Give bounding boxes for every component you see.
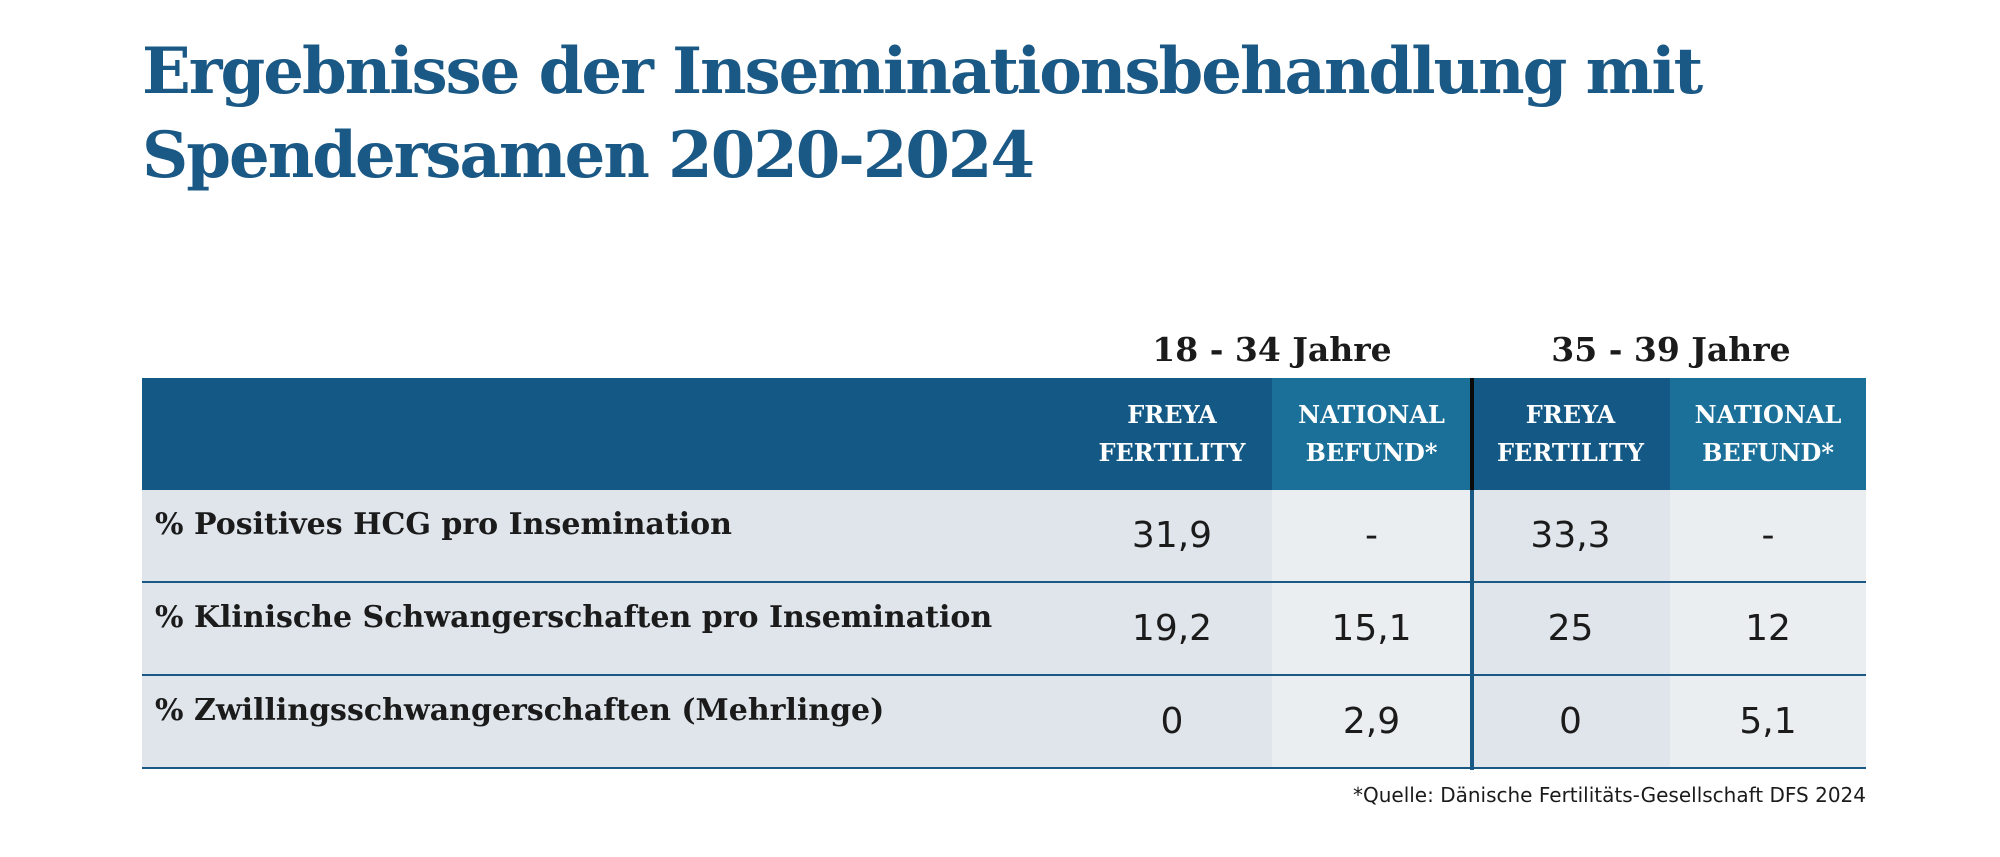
col-header-national-18-34: NATIONAL BEFUND* <box>1272 378 1471 490</box>
cell-value: 25 <box>1471 583 1670 674</box>
row-label-positive-hcg: % Positives HCG pro Insemination <box>155 507 732 542</box>
cell-value: - <box>1272 490 1471 581</box>
table-row: % Klinische Schwangerschaften pro Insemi… <box>142 583 1866 676</box>
age-group-divider <box>1470 378 1474 490</box>
page-title: Ergebnisse der Inseminationsbehandlung m… <box>142 34 1703 193</box>
age-group-35-39: 35 - 39 Jahre <box>1551 330 1791 369</box>
cell-value: 15,1 <box>1272 583 1471 674</box>
cell-value: 12 <box>1670 583 1866 674</box>
row-label-twin-pregnancies: % Zwillingsschwangerschaften (Mehrlinge) <box>155 693 885 728</box>
col-header-freya-18-34: FREYA FERTILITY <box>1098 400 1246 467</box>
table-row: % Positives HCG pro Insemination 31,9 - … <box>142 490 1866 583</box>
cell-value: 19,2 <box>1072 583 1272 674</box>
cell-value: - <box>1670 490 1866 581</box>
col-header-national-35-39: NATIONAL BEFUND* <box>1670 378 1866 490</box>
col-header-freya-35-39: FREYA FERTILITY <box>1496 400 1645 467</box>
cell-value: 31,9 <box>1072 490 1272 581</box>
cell-value: 33,3 <box>1471 490 1670 581</box>
cell-value: 5,1 <box>1670 676 1866 767</box>
source-note: *Quelle: Dänische Fertilitäts-Gesellscha… <box>1352 783 1866 807</box>
cell-value: 0 <box>1072 676 1272 767</box>
age-group-divider <box>1470 490 1474 770</box>
results-table: FREYA FERTILITY NATIONAL BEFUND* FREYA F… <box>142 378 1866 769</box>
cell-value: 0 <box>1471 676 1670 767</box>
table-header-row: FREYA FERTILITY NATIONAL BEFUND* FREYA F… <box>142 378 1866 490</box>
table-row: % Zwillingsschwangerschaften (Mehrlinge)… <box>142 676 1866 769</box>
cell-value: 2,9 <box>1272 676 1471 767</box>
row-label-clinical-pregnancies: % Klinische Schwangerschaften pro Insemi… <box>155 600 993 635</box>
age-group-18-34: 18 - 34 Jahre <box>1152 330 1392 369</box>
